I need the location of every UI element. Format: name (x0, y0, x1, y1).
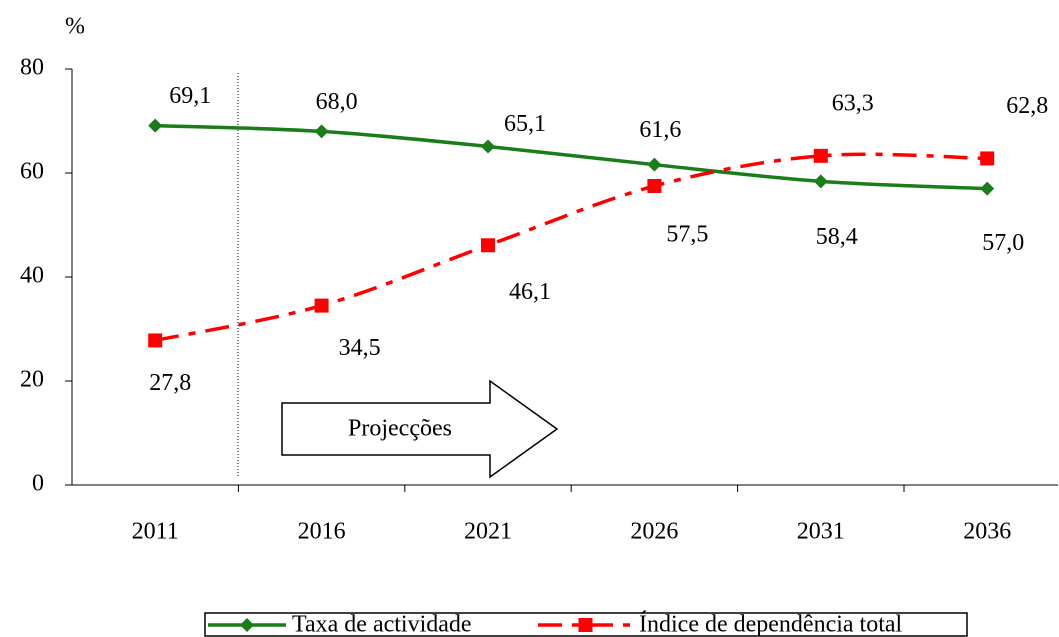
x-tick-label: 2036 (963, 519, 1011, 545)
y-tick-label: 60 (20, 159, 44, 185)
legend-marker (240, 618, 254, 632)
data-label: 57,5 (666, 222, 708, 248)
series-line (154, 152, 988, 343)
data-label: 65,1 (504, 111, 546, 137)
x-tick-label: 2016 (298, 519, 346, 545)
legend-marker (578, 618, 593, 632)
data-label: 63,3 (832, 90, 874, 116)
marker (148, 118, 163, 133)
marker (813, 148, 828, 163)
x-tick-label: 2011 (132, 519, 179, 545)
marker (314, 298, 329, 313)
marker (647, 179, 662, 193)
data-label: 61,6 (639, 117, 681, 143)
marker (980, 151, 995, 166)
data-label: 69,1 (169, 83, 211, 109)
data-label: 57,0 (982, 230, 1024, 256)
y-tick-label: 20 (20, 367, 44, 393)
data-label: 46,1 (509, 279, 551, 305)
data-label: 58,4 (816, 224, 858, 250)
marker (481, 238, 495, 253)
y-tick-label: 0 (32, 471, 44, 497)
marker (980, 181, 995, 196)
series-line (155, 123, 988, 191)
x-tick-label: 2026 (630, 519, 678, 545)
marker (314, 124, 329, 139)
y-axis-label: % (65, 14, 85, 40)
annotation: Projecções (348, 416, 452, 442)
data-label: 34,5 (339, 335, 381, 361)
marker (813, 174, 828, 189)
legend-label: Índice de dependência total (639, 612, 903, 637)
marker (481, 139, 495, 154)
y-tick-label: 40 (20, 263, 44, 289)
data-label: 68,0 (316, 89, 358, 115)
legend-label: Taxa de actividade (292, 612, 472, 637)
data-label: 62,8 (1006, 93, 1048, 119)
marker (647, 157, 662, 172)
projection-arrow (281, 379, 559, 479)
y-tick-label: 80 (20, 55, 44, 81)
x-tick-label: 2031 (797, 519, 845, 545)
data-label: 27,8 (149, 370, 191, 396)
marker (148, 333, 163, 348)
x-tick-label: 2021 (464, 519, 512, 545)
